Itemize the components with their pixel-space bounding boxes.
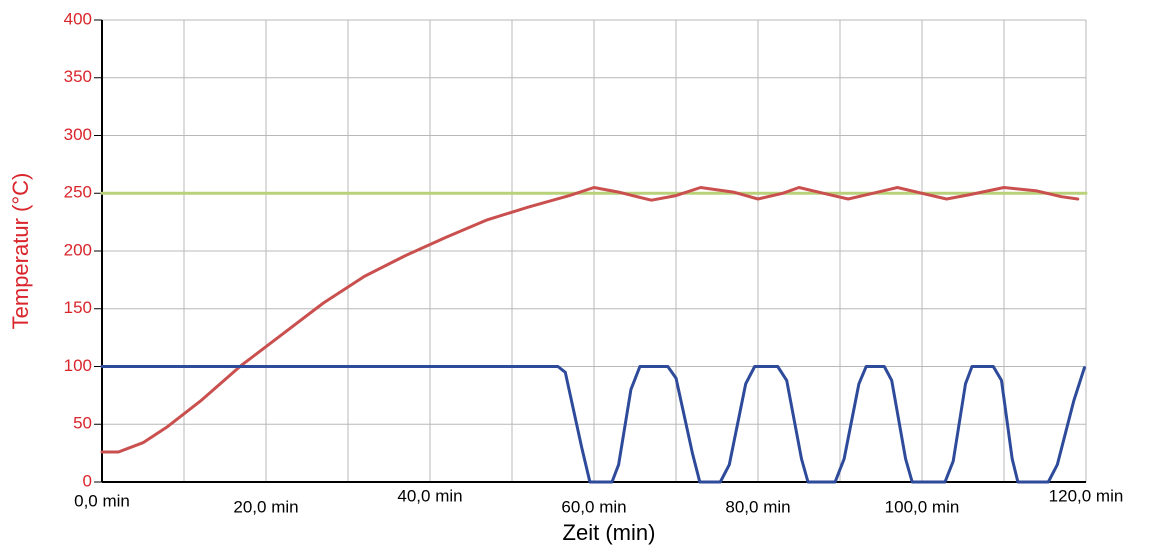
x-tick-label: 120,0 min bbox=[1049, 486, 1124, 505]
y-tick-label: 350 bbox=[64, 67, 92, 86]
y-tick-label: 0 bbox=[83, 471, 92, 490]
y-tick-label: 100 bbox=[64, 356, 92, 375]
series-line bbox=[100, 186, 1080, 454]
y-tick-label: 200 bbox=[64, 240, 92, 259]
x-tick-label: 40,0 min bbox=[397, 486, 462, 505]
x-tick-label: 20,0 min bbox=[233, 497, 298, 516]
x-tick-label: 80,0 min bbox=[725, 497, 790, 516]
series-line bbox=[100, 365, 1086, 484]
y-tick-label: 300 bbox=[64, 125, 92, 144]
x-tick-label: 60,0 min bbox=[561, 497, 626, 516]
y-axis-label: Temperatur (°C) bbox=[8, 173, 33, 330]
y-tick-label: 150 bbox=[64, 298, 92, 317]
y-tick-label: 250 bbox=[64, 183, 92, 202]
x-tick-label: 0,0 min bbox=[74, 491, 130, 510]
y-tick-label: 400 bbox=[64, 9, 92, 28]
x-axis-label: Zeit (min) bbox=[563, 520, 656, 545]
x-tick-label: 100,0 min bbox=[885, 497, 960, 516]
y-tick-label: 50 bbox=[73, 414, 92, 433]
